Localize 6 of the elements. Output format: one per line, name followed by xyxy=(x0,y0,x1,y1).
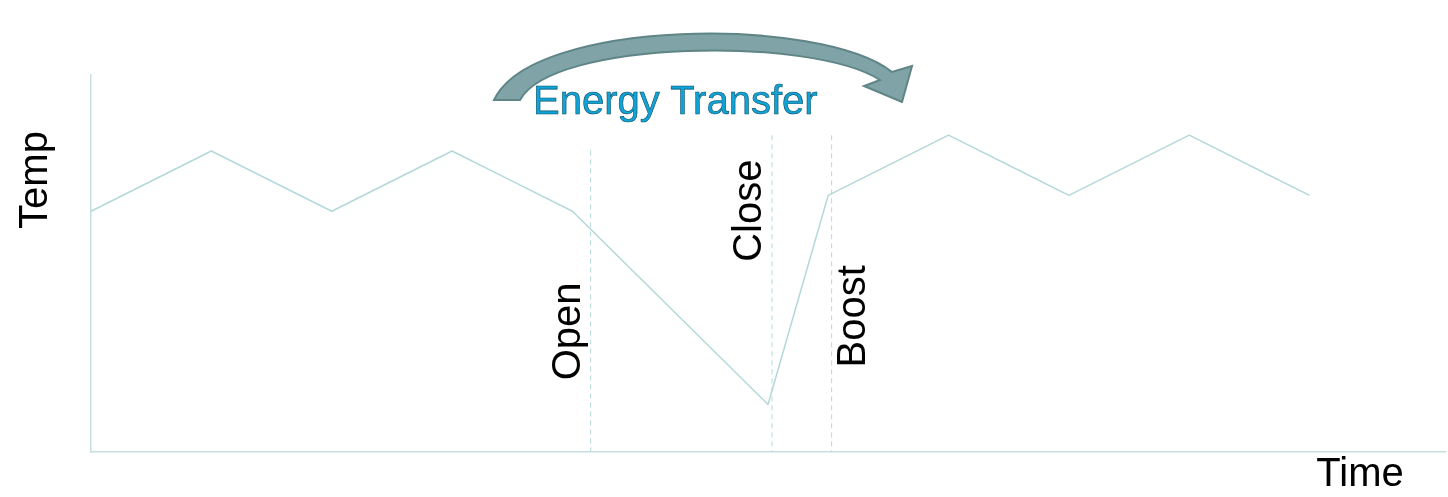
x-axis-title: Time xyxy=(1316,450,1404,495)
text: Close xyxy=(725,159,770,262)
text: Open xyxy=(543,282,588,381)
text: Energy Transfer xyxy=(533,78,818,123)
text: Boost xyxy=(828,265,873,368)
y-axis-title: Temp xyxy=(11,131,56,229)
